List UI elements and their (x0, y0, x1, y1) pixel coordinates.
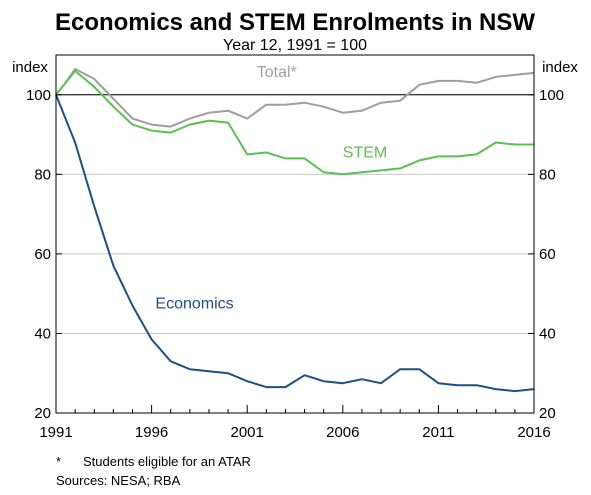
y-tick-label-left: 100 (26, 87, 51, 104)
y-tick-label-right: 80 (539, 166, 556, 183)
y-tick-label-left: 20 (34, 405, 51, 422)
footnote-text: Students eligible for an ATAR (83, 454, 251, 469)
y-tick-label-left: 60 (34, 246, 51, 263)
x-tick-label: 2001 (231, 424, 264, 441)
x-tick-label: 1991 (39, 424, 72, 441)
series-line-total (55, 67, 535, 128)
y-tick-label-left: 40 (34, 325, 51, 342)
y-tick-label-right: 20 (539, 405, 556, 422)
y-tick-label-left: 80 (34, 166, 51, 183)
series-labels: Total* STEM Economics (155, 64, 387, 313)
y-tick-label-right: 40 (539, 325, 556, 342)
chart-title: Economics and STEM Enrolments in NSW (55, 9, 535, 36)
series-line-stem (55, 69, 534, 176)
x-tick-labels: 1991 1996 2001 2006 2011 2016 (39, 405, 551, 441)
series-lines (55, 67, 535, 393)
x-tick-label: 2006 (326, 424, 359, 441)
series-label-total: Total* (257, 64, 297, 81)
x-tick-label: 2011 (422, 424, 454, 441)
series-line-economics (55, 94, 535, 393)
footnote-marker: * (56, 454, 61, 469)
x-tick-label: 1996 (135, 424, 168, 441)
y-axis-label-left: index (12, 59, 48, 76)
y-tick-label-right: 100 (539, 87, 564, 104)
plot-frame (55, 54, 535, 414)
series-label-economics: Economics (155, 295, 233, 312)
grid-lines (56, 94, 534, 414)
chart-subtitle: Year 12, 1991 = 100 (223, 37, 367, 54)
series-label-stem: STEM (343, 145, 387, 162)
y-tick-label-right: 60 (539, 246, 556, 263)
footnote-sources: Sources: NESA; RBA (56, 473, 181, 488)
x-tick-label: 2016 (517, 424, 550, 441)
y-axis-label-right: index (542, 59, 578, 76)
y-tick-labels: 20 20 40 40 60 60 80 80 100 100 (26, 87, 564, 422)
